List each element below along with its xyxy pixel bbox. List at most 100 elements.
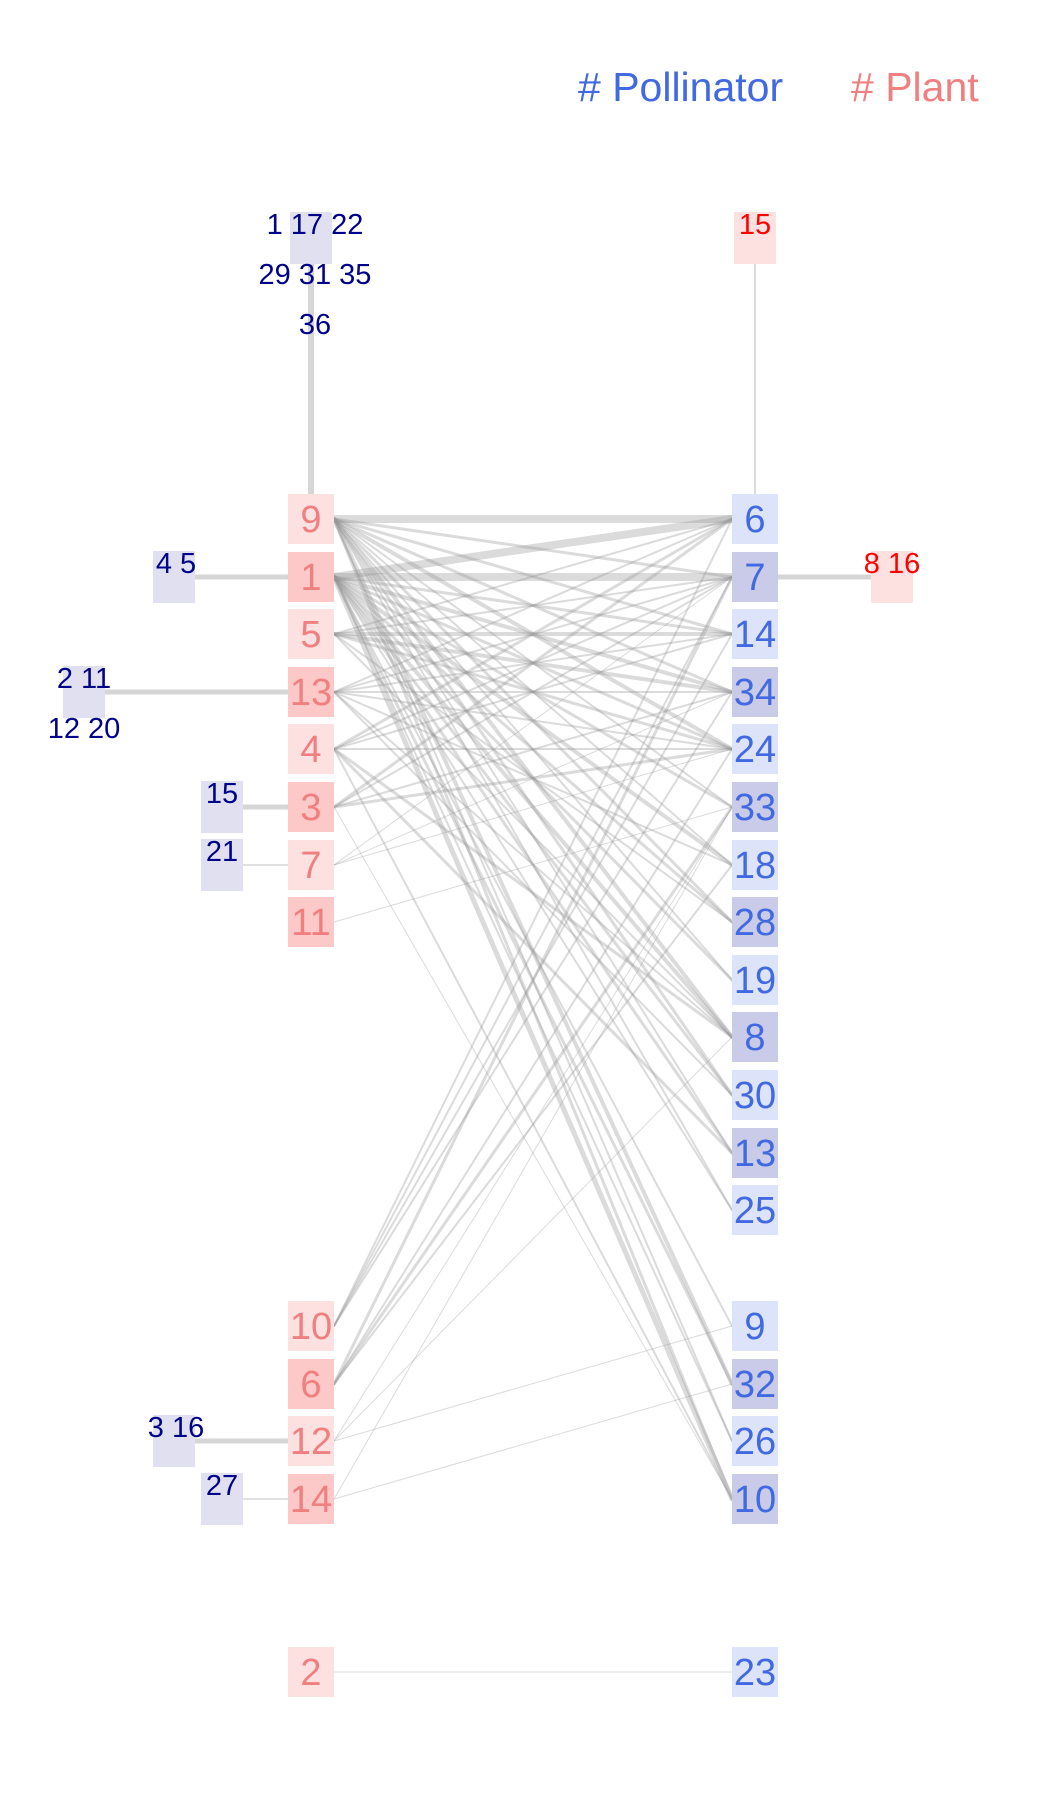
orphan-pollinator-label: 27 xyxy=(206,1470,238,1502)
plant-node-label: 5 xyxy=(300,614,321,656)
edge-plant-1-pollinator-34 xyxy=(332,575,734,694)
edge-plant-10-pollinator-6 xyxy=(333,518,733,1327)
orphan-pollinator-label: 2 11 xyxy=(57,663,111,695)
edge-plant-9-pollinator-8 xyxy=(332,517,734,1039)
pollinator-node-label: 7 xyxy=(744,557,765,599)
plant-node-box xyxy=(288,1301,334,1351)
edge-plant-12-pollinator-9 xyxy=(333,1325,733,1442)
edge-plant-13-pollinator-24 xyxy=(333,691,733,750)
pollinator-node-box xyxy=(732,955,778,1005)
pollinator-node-label: 26 xyxy=(734,1421,776,1463)
edge-plant-4-pollinator-14 xyxy=(333,633,733,750)
orphan-plant-box xyxy=(734,212,776,264)
pollinator-node-box xyxy=(732,552,778,602)
pollinator-node-label: 24 xyxy=(734,729,776,771)
pollinator-node-box xyxy=(732,1128,778,1178)
plant-node-box xyxy=(288,552,334,602)
edge-plant-4-pollinator-7 xyxy=(333,576,733,750)
edge-plant-13-pollinator-18 xyxy=(333,691,733,866)
orphan-pollinator-label: 36 xyxy=(299,309,331,341)
edge-plant-9-pollinator-18 xyxy=(333,518,733,866)
orphan-pollinator-label: 29 31 35 xyxy=(259,259,372,291)
edge-plant-14-pollinator-33 xyxy=(333,806,733,1500)
edge-plant-13-pollinator-14 xyxy=(333,633,733,693)
edge-plant-5-pollinator-7 xyxy=(333,576,733,635)
edge-plant-3-pollinator-6 xyxy=(332,517,734,809)
edge-plant-9-pollinator-10 xyxy=(332,517,734,1501)
orphan-pollinator-label: 4 5 xyxy=(156,548,196,580)
edge-plant-1-pollinator-28 xyxy=(332,575,734,924)
pollinator-node-box xyxy=(732,1416,778,1466)
edge-plant-5-pollinator-24 xyxy=(332,632,734,751)
orphan-pollinator-box xyxy=(201,1473,243,1525)
pollinator-node-box xyxy=(732,840,778,890)
pollinator-node-box xyxy=(732,1647,778,1697)
plant-node-label: 14 xyxy=(290,1479,332,1521)
pollinator-node-label: 6 xyxy=(744,499,765,541)
edge-plant-6-pollinator-7 xyxy=(332,575,734,1386)
edge-plant-6-pollinator-18 xyxy=(333,864,733,1385)
pollinator-node-box xyxy=(732,1301,778,1351)
edge-plant-1-pollinator-26 xyxy=(333,576,733,1442)
edge-plant-1-pollinator-6 xyxy=(330,515,736,581)
edge-plant-13-pollinator-30 xyxy=(333,691,733,1096)
orphan-pollinator-label: 15 xyxy=(206,778,238,810)
edge-plant-1-pollinator-18 xyxy=(332,575,734,867)
plant-node-box xyxy=(288,667,334,717)
plant-node-box xyxy=(288,897,334,947)
orphan-pollinator-box xyxy=(153,1415,195,1467)
orphan-pollinator-label: 1 17 22 xyxy=(267,209,364,241)
edge-plant-9-pollinator-32 xyxy=(332,517,734,1386)
edge-plant-3-pollinator-7 xyxy=(333,576,733,808)
plant-node-label: 9 xyxy=(300,499,321,541)
plant-node-label: 3 xyxy=(300,787,321,829)
edge-plant-13-pollinator-7 xyxy=(333,576,733,693)
edge-plant-1-pollinator-32 xyxy=(332,575,734,1386)
pollinator-node-box xyxy=(732,1359,778,1409)
edge-plant-7-pollinator-24 xyxy=(333,748,733,866)
pollinator-node-label: 10 xyxy=(734,1479,776,1521)
pollinator-node-box xyxy=(732,609,778,659)
pollinator-node-box xyxy=(732,724,778,774)
orphan-pollinator-box xyxy=(63,666,105,718)
orphan-pollinator-label: 3 16 xyxy=(148,1412,204,1444)
plant-node-box xyxy=(288,1647,334,1697)
pollinator-node-label: 19 xyxy=(734,960,776,1002)
edge-plant-9-pollinator-28 xyxy=(332,517,734,924)
edge-plant-9-pollinator-13 xyxy=(333,518,733,1154)
pollinator-node-box xyxy=(732,1070,778,1120)
edge-plant-5-pollinator-6 xyxy=(333,518,733,635)
edge-plant-1-pollinator-33 xyxy=(332,575,734,809)
edge-plant-1-pollinator-13 xyxy=(332,575,734,1155)
edges xyxy=(330,515,736,1673)
pollinator-node-label: 9 xyxy=(744,1306,765,1348)
edge-plant-3-pollinator-34 xyxy=(333,691,733,808)
orphan-pollinator-box xyxy=(290,212,332,264)
legend-plant-label: # Plant xyxy=(851,64,979,110)
pollinator-node-label: 13 xyxy=(734,1133,776,1175)
pollinator-node-label: 8 xyxy=(744,1017,765,1059)
pollinator-node-label: 25 xyxy=(734,1190,776,1232)
pollinator-node-label: 32 xyxy=(734,1364,776,1406)
edge-plant-9-pollinator-33 xyxy=(333,518,733,808)
edge-plant-6-pollinator-33 xyxy=(332,805,734,1386)
pollinator-node-label: 30 xyxy=(734,1075,776,1117)
edge-plant-12-pollinator-33 xyxy=(333,806,733,1442)
edge-plant-9-pollinator-34 xyxy=(332,517,734,694)
edge-plant-1-pollinator-10 xyxy=(331,574,735,1502)
pollinator-node-label: 33 xyxy=(734,787,776,829)
edge-plant-1-pollinator-24 xyxy=(332,575,734,751)
edge-plant-3-pollinator-24 xyxy=(332,747,734,809)
orphan-pollinator-label: 21 xyxy=(206,836,238,868)
orphan-plant-box xyxy=(871,551,913,603)
edge-plant-10-pollinator-34 xyxy=(333,691,733,1327)
edge-plant-12-pollinator-8 xyxy=(333,1036,733,1442)
plant-node-box xyxy=(288,724,334,774)
orphan-plant-groups: 15 8 16 xyxy=(734,209,920,603)
plant-node-label: 13 xyxy=(290,672,332,714)
plant-node-label: 11 xyxy=(291,902,330,944)
edge-plant-13-pollinator-6 xyxy=(333,518,733,693)
pollinator-node-label: 14 xyxy=(734,614,776,656)
